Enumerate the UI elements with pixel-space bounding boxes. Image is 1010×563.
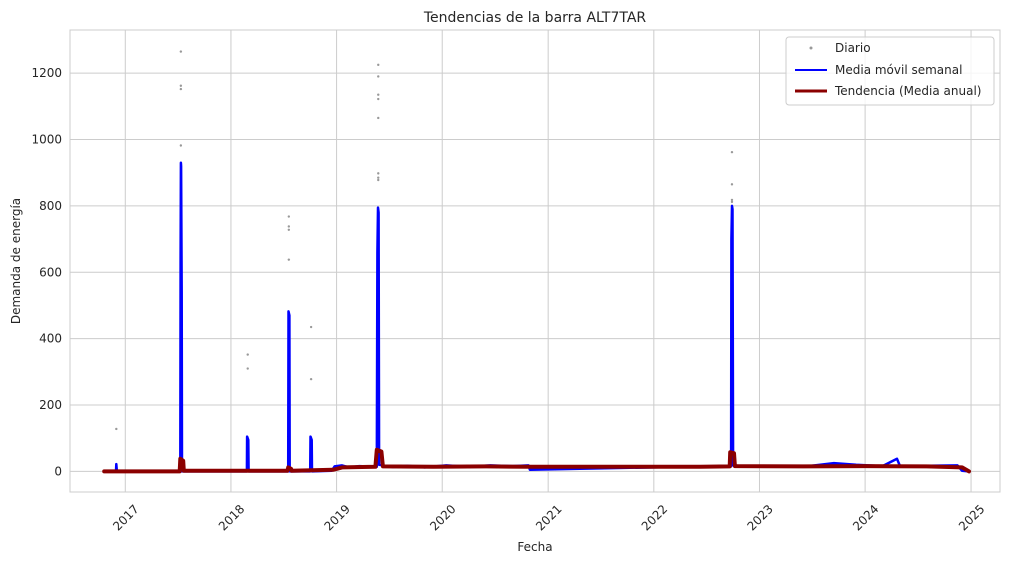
daily-point [287, 215, 291, 218]
daily-point [246, 367, 249, 370]
y-tick-label: 0 [54, 464, 62, 478]
y-tick-label: 200 [39, 398, 62, 412]
plot-area [70, 30, 1000, 492]
daily-point [377, 116, 380, 120]
daily-point [730, 200, 734, 204]
daily-point [377, 176, 380, 179]
daily-point [115, 427, 118, 431]
daily-point [377, 178, 380, 182]
daily-point [179, 84, 183, 87]
y-axis-label: Demanda de energía [9, 198, 23, 324]
daily-point [377, 172, 380, 175]
daily-point [179, 50, 183, 53]
daily-point [246, 353, 249, 356]
daily-point [287, 225, 291, 228]
daily-point [179, 87, 183, 91]
chart-title: Tendencias de la barra ALT7TAR [423, 10, 647, 26]
y-tick-label: 800 [39, 199, 62, 213]
x-gridlines [124, 30, 972, 492]
daily-point [377, 63, 380, 67]
y-tick-label: 1200 [31, 66, 62, 80]
legend-label-annual: Tendencia (Media anual) [834, 84, 981, 98]
daily-point [179, 144, 183, 147]
daily-point [377, 75, 380, 78]
y-tick-labels: 0 200 400 600 800 1000 1200 [31, 66, 62, 478]
y-tick-label: 1000 [31, 133, 62, 147]
daily-point [309, 325, 313, 329]
axes-frame [69, 29, 1001, 493]
daily-point [377, 93, 380, 96]
daily-point [287, 228, 291, 232]
daily-point [377, 97, 380, 101]
daily-point [730, 183, 734, 186]
legend-marker-daily [809, 46, 813, 50]
legend-box [785, 36, 995, 106]
series-layer [102, 50, 971, 474]
daily-point [309, 377, 313, 381]
daily-point [730, 198, 734, 202]
x-axis-label: Fecha [517, 540, 552, 554]
annual-trend-line [102, 447, 971, 474]
y-tick-label: 400 [39, 332, 62, 346]
daily-point [730, 150, 734, 154]
legend-label-daily: Diario [835, 41, 871, 55]
daily-point [287, 258, 291, 261]
legend: Diario Media móvil semanal Tendencia (Me… [785, 36, 995, 106]
legend-label-weekly: Media móvil semanal [835, 63, 962, 77]
y-tick-label: 600 [39, 265, 62, 279]
